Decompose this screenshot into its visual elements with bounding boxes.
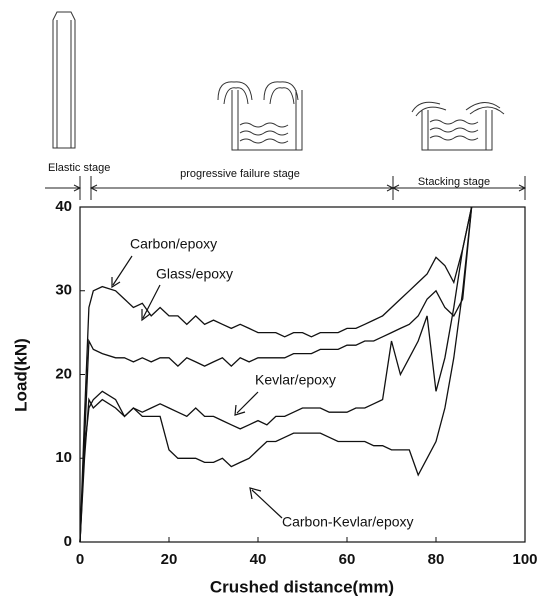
- y-axis-title: Load(kN): [11, 338, 30, 412]
- illustration-progressive: [217, 81, 303, 151]
- x-axis-title: Crushed distance(mm): [210, 577, 394, 596]
- x-tick-label: 60: [339, 551, 356, 568]
- x-tick-label: 0: [76, 551, 84, 568]
- stage-label: Stacking stage: [418, 176, 490, 188]
- y-tick-label: 20: [55, 365, 72, 382]
- x-tick-label: 80: [428, 551, 445, 568]
- illustration-elastic: [52, 11, 76, 149]
- stage-markers: [45, 176, 527, 200]
- stage-label: Elastic stage: [48, 162, 110, 174]
- x-tick-label: 40: [250, 551, 267, 568]
- y-tick-label: 10: [55, 449, 72, 466]
- series-annotation: Kevlar/epoxy: [255, 372, 336, 388]
- series-annotation: Glass/epoxy: [156, 266, 233, 282]
- series-line: [79, 206, 473, 543]
- x-tick-label: 20: [161, 551, 178, 568]
- series-line: [79, 206, 473, 543]
- stage-label: progressive failure stage: [180, 168, 300, 180]
- y-tick-label: 0: [64, 533, 72, 550]
- x-tick-label: 100: [512, 551, 537, 568]
- y-tick-label: 30: [55, 282, 72, 299]
- y-tick-label: 40: [55, 198, 72, 215]
- series-annotation: Carbon/epoxy: [130, 236, 217, 252]
- illustration-stacking: [411, 101, 505, 151]
- series-line: [79, 206, 473, 543]
- series-line: [79, 206, 473, 543]
- series-annotation: Carbon-Kevlar/epoxy: [282, 514, 414, 530]
- annotation-arrows: [111, 255, 283, 519]
